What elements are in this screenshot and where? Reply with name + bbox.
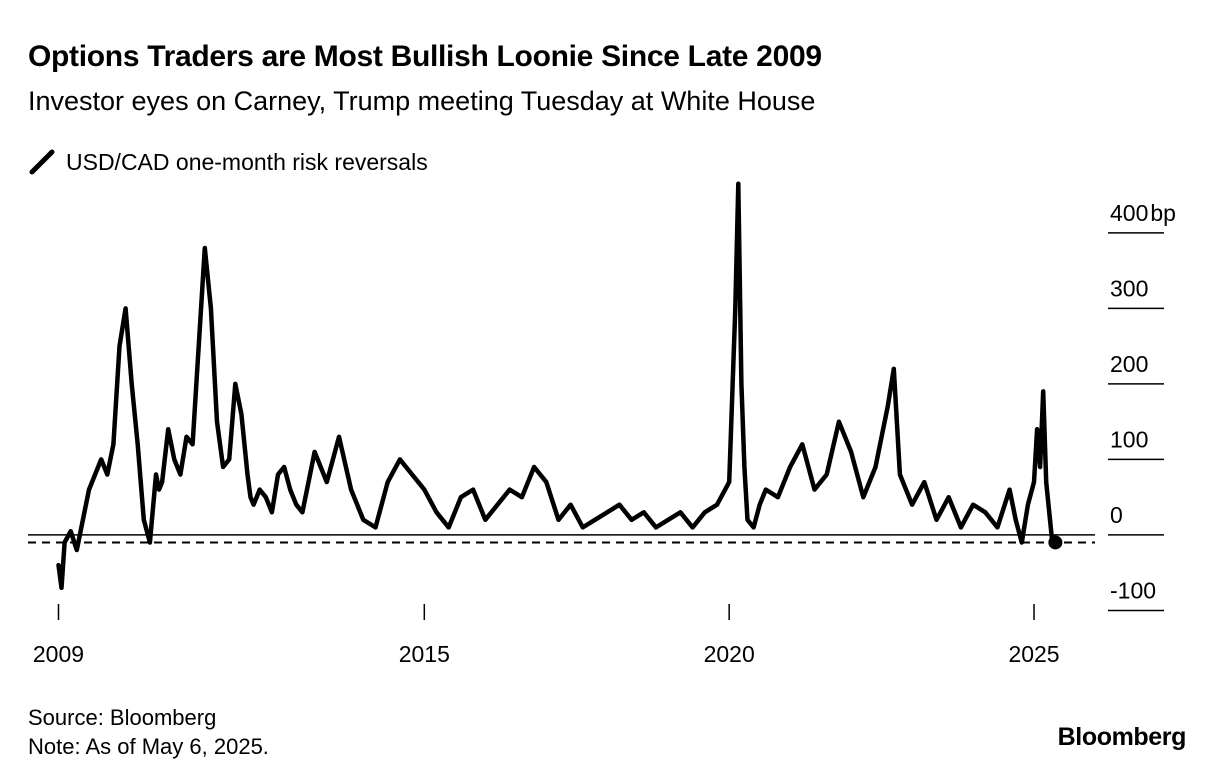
source-note: Source: Bloomberg	[28, 705, 217, 730]
y-tick-label: 300	[1110, 275, 1148, 301]
last-point-marker	[1048, 535, 1063, 550]
x-tick-label: 2025	[1008, 641, 1059, 667]
x-tick-label: 2020	[704, 641, 755, 667]
legend-label: USD/CAD one-month risk reversals	[66, 148, 428, 175]
legend-line-icon	[29, 149, 55, 175]
bloomberg-logo: Bloomberg	[1057, 723, 1187, 751]
y-tick-label: 400	[1110, 200, 1148, 226]
y-tick-label: 0	[1110, 502, 1123, 528]
x-tick-label: 2009	[33, 641, 84, 667]
chart-title: Options Traders are Most Bullish Loonie …	[28, 40, 822, 73]
y-tick-label: 100	[1110, 426, 1148, 452]
chart-subtitle: Investor eyes on Carney, Trump meeting T…	[28, 86, 816, 116]
y-tick-label: -100	[1110, 577, 1156, 603]
x-tick-label: 2015	[399, 641, 450, 667]
date-note: Note: As of May 6, 2025.	[28, 734, 269, 759]
series-line	[56, 181, 1058, 591]
legend: USD/CAD one-month risk reversals	[28, 148, 428, 176]
footer: Source: Bloomberg Note: As of May 6, 202…	[28, 703, 269, 761]
y-tick-label: 200	[1110, 351, 1148, 377]
y-unit-label: bp	[1150, 200, 1176, 226]
